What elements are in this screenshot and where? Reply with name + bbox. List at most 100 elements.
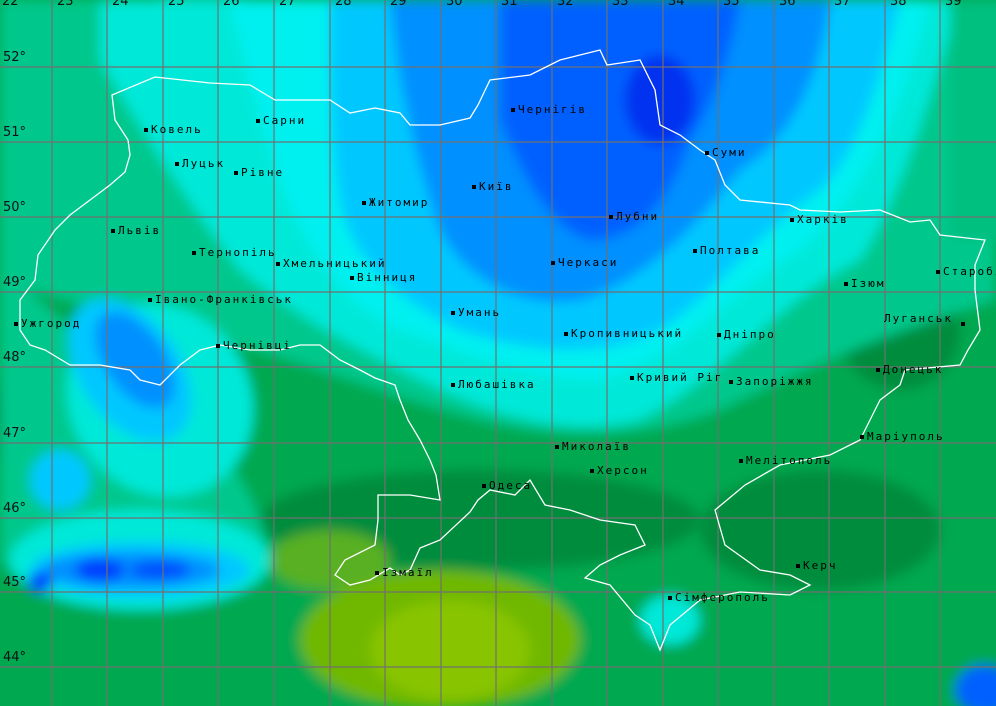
longitude-label: 38 <box>890 0 907 9</box>
city-name: Черкаси <box>558 256 619 269</box>
city-dot-icon <box>609 215 613 219</box>
latitude-label: 47° <box>3 426 27 441</box>
city-name: Маріуполь <box>867 430 945 443</box>
country-border <box>19 49 986 652</box>
city-name: Тернопіль <box>199 246 277 259</box>
city-name: Івано-Франківськ <box>155 293 293 306</box>
city-dot-icon <box>148 298 152 302</box>
city-dot-icon <box>564 332 568 336</box>
city-name: Сарни <box>263 114 307 127</box>
city-dot-icon <box>144 128 148 132</box>
city-name: Хмельницький <box>283 257 387 270</box>
longitude-label: 36 <box>779 0 796 9</box>
longitude-label: 39 <box>945 0 962 9</box>
city-name: Ковель <box>151 123 203 136</box>
city-name: Житомир <box>369 196 430 209</box>
city-name: Миколаїв <box>562 440 631 453</box>
city-dot-icon <box>729 380 733 384</box>
city-dot-icon <box>472 185 476 189</box>
city-name: Умань <box>458 306 502 319</box>
city-dot-icon <box>256 119 260 123</box>
city-name: Харків <box>797 213 849 226</box>
city-dot-icon <box>630 376 634 380</box>
city-name: Ізмаїл <box>382 566 434 579</box>
longitude-label: 26 <box>223 0 240 9</box>
longitude-label: 33 <box>612 0 629 9</box>
city-name: Суми <box>712 146 747 159</box>
city-dot-icon <box>936 270 940 274</box>
latitude-label: 50° <box>3 200 27 215</box>
city-name: Чернівці <box>223 339 292 352</box>
city-dot-icon <box>482 484 486 488</box>
city-name: Мелітополь <box>746 454 833 467</box>
city-dot-icon <box>511 108 515 112</box>
city-name: Лубни <box>616 210 660 223</box>
city-name: Полтава <box>700 244 761 257</box>
city-dot-icon <box>14 322 18 326</box>
latitude-label: 44° <box>3 650 27 665</box>
city-name: Дніпро <box>724 328 776 341</box>
city-name: Київ <box>479 180 514 193</box>
city-dot-icon <box>551 261 555 265</box>
city-dot-icon <box>693 249 697 253</box>
city-name: Донецьк <box>883 363 944 376</box>
city-name: Херсон <box>597 464 649 477</box>
city-dot-icon <box>668 596 672 600</box>
city-dot-icon <box>451 311 455 315</box>
city-dot-icon <box>555 445 559 449</box>
longitude-label: 30 <box>446 0 463 9</box>
city-dot-icon <box>111 229 115 233</box>
city-name: Вінниця <box>357 271 418 284</box>
longitude-label: 22 <box>2 0 19 9</box>
city-name: Чернігів <box>518 103 587 116</box>
city-name: Керч <box>803 559 838 572</box>
latitude-label: 45° <box>3 575 27 590</box>
city-name: Кривий Ріг <box>637 371 724 384</box>
city-name: Одеса <box>489 479 533 492</box>
latitude-label: 49° <box>3 275 27 290</box>
city-name: Луцьк <box>182 157 226 170</box>
latitude-label: 51° <box>3 125 27 140</box>
city-dot-icon <box>590 469 594 473</box>
city-dot-icon <box>860 435 864 439</box>
city-dot-icon <box>216 344 220 348</box>
longitude-label: 37 <box>834 0 851 9</box>
longitude-label: 27 <box>279 0 296 9</box>
city-dot-icon <box>192 251 196 255</box>
city-dot-icon <box>451 383 455 387</box>
city-dot-icon <box>717 333 721 337</box>
longitude-label: 35 <box>723 0 740 9</box>
city-name: Запоріжжя <box>736 375 814 388</box>
city-dot-icon <box>705 151 709 155</box>
city-name: Львів <box>118 224 162 237</box>
longitude-label: 28 <box>335 0 352 9</box>
city-name: Старобі <box>943 265 996 278</box>
city-dot-icon <box>961 322 965 326</box>
city-dot-icon <box>362 201 366 205</box>
city-dot-icon <box>276 262 280 266</box>
latitude-label: 52° <box>3 50 27 65</box>
longitude-label: 24 <box>112 0 129 9</box>
city-name: Ізюм <box>851 277 886 290</box>
city-dot-icon <box>350 276 354 280</box>
city-dot-icon <box>739 459 743 463</box>
latitude-label: 46° <box>3 501 27 516</box>
longitude-label: 29 <box>390 0 407 9</box>
city-name: Луганськ <box>884 312 953 325</box>
city-dot-icon <box>375 571 379 575</box>
longitude-label: 31 <box>501 0 518 9</box>
city-name: Любашівка <box>458 378 536 391</box>
longitude-label: 23 <box>57 0 74 9</box>
city-dot-icon <box>796 564 800 568</box>
city-dot-icon <box>844 282 848 286</box>
city-dot-icon <box>175 162 179 166</box>
city-dot-icon <box>234 171 238 175</box>
city-dot-icon <box>790 218 794 222</box>
city-name: Рівне <box>241 166 285 179</box>
longitude-label: 25 <box>168 0 185 9</box>
longitude-label: 34 <box>668 0 685 9</box>
city-name: Сімферополь <box>675 591 770 604</box>
